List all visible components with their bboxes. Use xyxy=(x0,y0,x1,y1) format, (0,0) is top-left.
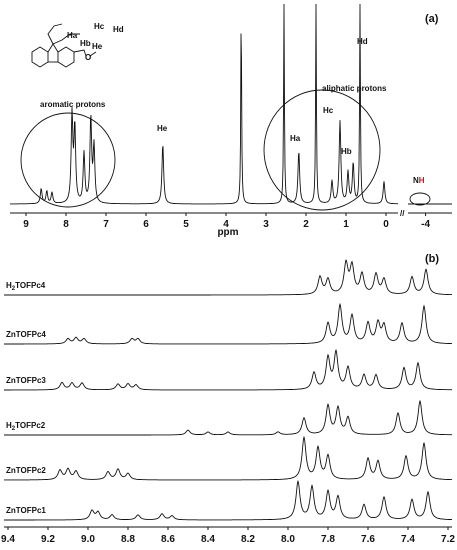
x-tick-label-a: 7 xyxy=(103,219,109,230)
struct-label-hd: Hd xyxy=(113,25,124,34)
spectrum-b-trace xyxy=(4,399,452,436)
spectra-b xyxy=(4,259,452,521)
annot-he: He xyxy=(157,124,168,133)
x-tick-label-a: 8 xyxy=(63,219,69,230)
x-tick-label-a: 4 xyxy=(223,219,229,230)
struct-label-hb: Hb xyxy=(80,39,91,48)
x-axis-label-a: ppm xyxy=(217,227,238,238)
x-tick-label-a: 0 xyxy=(383,219,389,230)
x-ticks-b: 9.4 9.2 9.0 8.8 8.6 8.4 8.2 8.0 7.8 7.6 7.4 7.2 xyxy=(1,527,455,545)
panel-b: (b) H2TOFPc4 ZnTOFPc4 ZnTOFPc3 H2TOFPc2 ZnTO… xyxy=(1,253,455,545)
annot-aliphatic: aliphatic protons xyxy=(322,84,387,93)
annot-aromatic: aromatic protons xyxy=(40,100,106,109)
annot-hc: Hc xyxy=(323,106,334,115)
x-tick-label-a: 6 xyxy=(143,219,149,230)
x-tick-label-b: 8.4 xyxy=(201,534,215,545)
annot-nh: NH xyxy=(413,176,425,185)
x-tick-label-a: 2 xyxy=(303,219,309,230)
spectrum-b-trace xyxy=(4,435,452,481)
series-label-b: ZnTOFPc1 xyxy=(6,506,46,515)
nh-circle xyxy=(409,192,431,206)
spectrum-b-trace xyxy=(4,479,452,521)
x-tick-label-b: 9.0 xyxy=(81,534,95,545)
annot-nh-n: N xyxy=(413,176,419,185)
annot-hd: Hd xyxy=(357,37,368,46)
series-label-b: H2TOFPc2 xyxy=(6,421,46,432)
struct-label-ha: Ha xyxy=(67,31,78,40)
series-label-b: H2TOFPc4 xyxy=(6,281,46,292)
x-tick-label-b: 8.2 xyxy=(241,534,255,545)
x-tick-label-b: 8.6 xyxy=(161,534,175,545)
annot-ha: Ha xyxy=(290,134,301,143)
series-labels-b: H2TOFPc4 ZnTOFPc4 ZnTOFPc3 H2TOFPc2 ZnTOFPc2… xyxy=(6,281,46,515)
struct-label-hc: Hc xyxy=(94,22,105,31)
x-tick-label-a: 3 xyxy=(263,219,269,230)
x-tick-label-a: 1 xyxy=(343,219,349,230)
aliphatic-circle xyxy=(263,89,381,211)
x-tick-label-a: 9 xyxy=(23,219,29,230)
x-ticks-a: 9 8 7 6 5 4 3 2 1 0 -4 // xyxy=(23,209,430,230)
x-tick-label-b: 7.4 xyxy=(401,534,415,545)
x-tick-label-b: 7.6 xyxy=(361,534,375,545)
x-tick-label-b: 7.2 xyxy=(441,534,455,545)
series-label-b: ZnTOFPc4 xyxy=(6,330,46,339)
struct-label-he: He xyxy=(92,42,103,51)
x-tick-label-b: 9.2 xyxy=(41,534,55,545)
panel-a: (a) Hc Hd Ha Hb He O 9 8 7 6 5 4 3 2 1 0 -4// ppm … xyxy=(10,3,452,238)
panel-b-label: (b) xyxy=(425,253,439,265)
x-tick-label-b: 8.0 xyxy=(281,534,295,545)
spectrum-b-trace xyxy=(4,348,452,391)
series-label-b: ZnTOFPc3 xyxy=(6,376,46,385)
x-tick-label-a: -4 xyxy=(421,219,430,230)
fluorene-structure xyxy=(31,23,97,68)
axis-break-mark: // xyxy=(400,209,405,218)
series-label-b: ZnTOFPc2 xyxy=(6,466,46,475)
x-tick-label-b: 7.8 xyxy=(321,534,335,545)
annot-nh-h: H xyxy=(419,176,425,185)
x-tick-label-b: 9.4 xyxy=(1,534,15,545)
struct-label-o: O xyxy=(85,53,91,62)
x-tick-label-b: 8.8 xyxy=(121,534,135,545)
spectrum-b-trace xyxy=(4,259,452,296)
spectrum-b-trace xyxy=(4,302,452,345)
x-tick-label-a: 5 xyxy=(183,219,189,230)
panel-a-label: (a) xyxy=(425,13,439,25)
annot-hb: Hb xyxy=(341,147,352,156)
aromatic-circle xyxy=(20,112,116,208)
